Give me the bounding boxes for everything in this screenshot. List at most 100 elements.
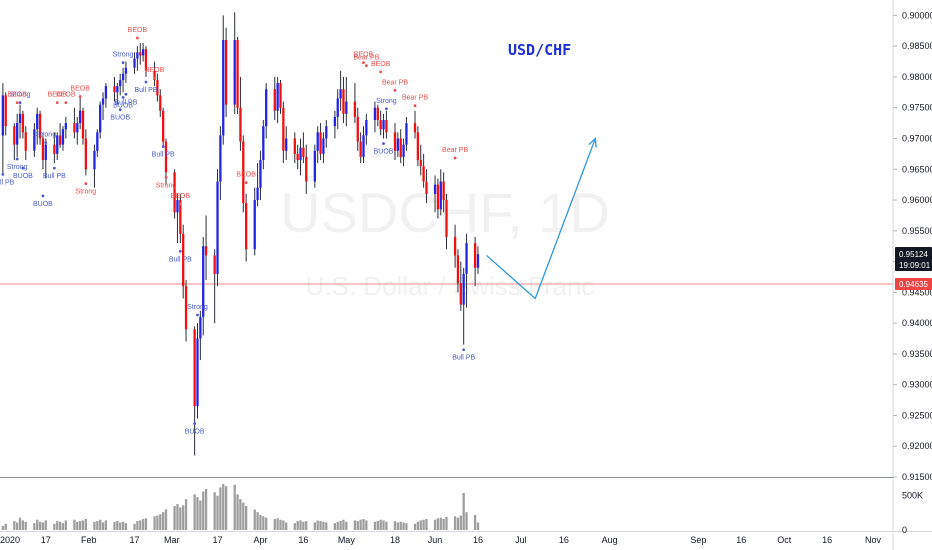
volume-bar [379, 519, 382, 530]
candle-body [184, 286, 188, 330]
volume-bar [93, 521, 96, 530]
annotation-dot [55, 101, 59, 105]
candle [459, 261, 462, 311]
pattern-annotation: Strong [35, 132, 56, 145]
annotation-label: Bull PB [452, 355, 475, 362]
candle [416, 126, 420, 167]
candle-body [362, 135, 365, 157]
candle [453, 224, 457, 268]
ref-price-tag: 0.94635 [895, 278, 932, 291]
annotation-dot [41, 194, 45, 198]
candle [279, 80, 282, 114]
candle [216, 169, 219, 287]
pattern-annotation: Bull PB [169, 249, 192, 263]
volume-bar [462, 492, 465, 530]
candle-body [38, 113, 42, 139]
candle [113, 76, 116, 102]
annotation-dot [362, 61, 365, 65]
candle-body [36, 113, 39, 130]
annotation-dot [164, 176, 168, 179]
candle [41, 132, 45, 170]
volume-bar [141, 519, 145, 530]
time-tick-label: Sep [690, 535, 706, 545]
annotation-label: Bull PB [114, 99, 137, 106]
candle [161, 107, 165, 148]
candle-body [345, 101, 348, 114]
annotation-dot [15, 157, 19, 161]
candle [356, 107, 359, 151]
volume-bar [121, 521, 125, 530]
candle [173, 169, 176, 219]
candle [176, 193, 179, 244]
volume-bar [353, 520, 357, 530]
candle [139, 43, 142, 65]
pattern-annotation: Strong [376, 98, 397, 111]
volume-bar [376, 521, 379, 530]
volume-bar [265, 517, 268, 530]
candle [339, 70, 342, 111]
volume-bar [184, 499, 188, 530]
volume-bar [245, 506, 248, 530]
time-tick-label: 17 [41, 535, 51, 545]
pattern-annotation: Strong [10, 92, 30, 105]
last-price-value: 0.95124 [899, 250, 928, 259]
candle-body [379, 120, 382, 130]
candle [159, 89, 162, 117]
volume-bar [176, 503, 179, 530]
volume-bar [359, 519, 362, 530]
candle-body [336, 98, 339, 117]
volume-bar [253, 509, 256, 530]
candle-body [58, 135, 62, 145]
pattern-annotation: BEOB [56, 92, 76, 105]
pattern-annotation: Bull PB [134, 80, 158, 94]
time-tick-label: Mar [164, 535, 180, 545]
candle [116, 83, 119, 105]
candle-body [76, 123, 79, 133]
annotation-dot [244, 181, 248, 185]
pattern-annotation: Strong [7, 157, 28, 171]
candle [293, 132, 296, 164]
candle-body [413, 123, 417, 133]
time-tick-label: 17 [130, 535, 140, 545]
pattern-annotation: Strong [156, 176, 176, 189]
annotation-label: Strong [113, 52, 134, 59]
annotation-label: BUOB [33, 201, 53, 208]
candle-body [116, 86, 119, 93]
volume-bar [199, 500, 202, 530]
candle [36, 107, 39, 145]
candle-body [265, 89, 268, 127]
candle-body [302, 147, 305, 157]
candle-body [322, 138, 325, 154]
price-tick-label: 0.93000 [902, 380, 932, 390]
candle [136, 46, 139, 71]
annotation-dot [121, 61, 125, 65]
volume-bar [153, 516, 156, 530]
candle [436, 178, 440, 219]
time-tick-label: 2020 [0, 535, 20, 545]
candle [133, 52, 136, 74]
volume-pane [1, 484, 480, 530]
candle [141, 43, 145, 62]
candle-body [96, 132, 99, 151]
annotation-label: BUOB [13, 173, 33, 180]
candle-body [273, 89, 276, 111]
pattern-annotation: Bull PB [114, 92, 138, 106]
candle-body [64, 123, 67, 130]
volume-bar [293, 523, 296, 530]
candle [213, 249, 216, 324]
volume-bar [373, 521, 377, 530]
chart-title: USD/CHF [508, 41, 571, 59]
annotation-label: Strong [35, 132, 56, 139]
candle-body [442, 181, 445, 201]
volume-bar [64, 520, 67, 530]
price-tick-label: 0.93500 [902, 349, 932, 359]
annotation-label: Bear PB [442, 147, 468, 154]
watermark-symbol: USDCHF, 1D [280, 181, 610, 244]
price-tick-label: 0.91500 [902, 472, 932, 482]
volume-bar [119, 522, 122, 530]
last-price-tag: 0.95124 19:09:01 [895, 246, 932, 271]
annotation-dot [144, 80, 148, 84]
